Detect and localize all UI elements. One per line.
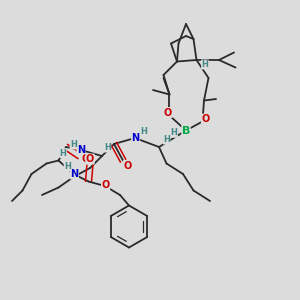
Text: H: H xyxy=(202,60,208,69)
Text: H: H xyxy=(60,148,66,158)
Text: H: H xyxy=(70,140,77,149)
Text: O: O xyxy=(101,180,110,190)
Text: N: N xyxy=(131,133,140,143)
Text: H: H xyxy=(64,162,71,171)
Text: O: O xyxy=(123,160,132,171)
Text: H: H xyxy=(104,143,111,152)
Text: O: O xyxy=(81,154,90,164)
Text: H: H xyxy=(171,128,177,137)
Text: B: B xyxy=(182,125,190,136)
Text: O: O xyxy=(201,114,210,124)
Text: O: O xyxy=(164,107,172,118)
Text: O: O xyxy=(86,154,94,164)
Text: H: H xyxy=(163,135,170,144)
Text: H: H xyxy=(141,127,147,136)
Text: N: N xyxy=(70,169,79,179)
Text: N: N xyxy=(77,145,85,155)
